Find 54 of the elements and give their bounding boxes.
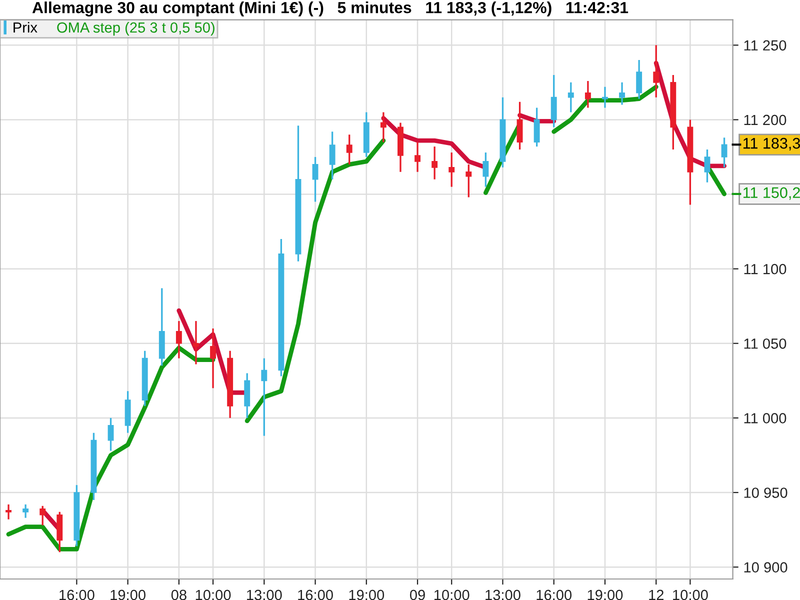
candlestick bbox=[108, 417, 114, 452]
x-tick-label: 13:00 bbox=[247, 590, 282, 600]
x-tick-label: 19:00 bbox=[349, 590, 384, 600]
x-tick-label: 09 bbox=[410, 590, 425, 600]
y-tick-label: 11 000 bbox=[744, 413, 786, 424]
candlestick bbox=[261, 357, 268, 437]
y-tick-label: 11 250 bbox=[744, 40, 786, 51]
candlestick bbox=[210, 328, 216, 389]
candlestick bbox=[550, 74, 557, 128]
candlestick bbox=[346, 134, 352, 166]
candlestick bbox=[6, 504, 12, 520]
x-tick-label: 10:00 bbox=[196, 590, 231, 600]
y-tick-label: 11 100 bbox=[744, 264, 786, 274]
x-tick-label: 19:00 bbox=[110, 590, 146, 600]
candlestick bbox=[602, 86, 608, 109]
candlestick bbox=[584, 80, 591, 109]
candlestick bbox=[482, 152, 489, 188]
legend-label: Prix bbox=[14, 22, 38, 33]
candlestick bbox=[568, 82, 574, 114]
candlestick bbox=[414, 141, 420, 173]
text: OMA step (25 3 t 0,5 50) bbox=[57, 22, 214, 36]
candlestick bbox=[193, 320, 199, 366]
candlestick bbox=[40, 505, 46, 526]
x-tick-label: 16:00 bbox=[298, 590, 333, 600]
x-tick-label: 13:00 bbox=[486, 590, 520, 600]
candlestick bbox=[312, 156, 318, 203]
chart-title: Allemagne 30 au comptant (Mini 1€) (-) 5 minutes 11 183,3 (-1,12%) 11:42:31 bbox=[32, 2, 628, 16]
candlestick bbox=[176, 320, 182, 360]
candlestick bbox=[704, 148, 710, 184]
x-tick-label: 16:00 bbox=[60, 590, 94, 600]
x-tick-label: 12 bbox=[649, 590, 664, 600]
text: 11 183,3 bbox=[743, 138, 800, 151]
x-tick-label: 10:00 bbox=[434, 590, 470, 600]
y-tick-label: 10 900 bbox=[744, 562, 788, 572]
x-tick-label: 10:00 bbox=[673, 590, 708, 600]
y-tick-label: 11 050 bbox=[744, 338, 786, 349]
candlestick bbox=[380, 111, 386, 143]
text: 11 150,2 bbox=[743, 187, 800, 200]
candlestick bbox=[619, 82, 626, 106]
candlestick bbox=[721, 136, 728, 168]
x-tick-label: 19:00 bbox=[588, 590, 623, 600]
candlestick bbox=[432, 146, 438, 180]
candlestick bbox=[466, 164, 472, 198]
y-tick-label: 10 950 bbox=[744, 488, 788, 498]
candlestick bbox=[448, 152, 455, 188]
candlestick bbox=[22, 504, 29, 519]
y-tick-label: 11 200 bbox=[744, 114, 786, 126]
candlestick bbox=[636, 59, 642, 100]
x-tick-label: 08 bbox=[171, 590, 186, 600]
candlestick bbox=[653, 44, 660, 98]
candlestick bbox=[329, 130, 336, 180]
candlestick bbox=[534, 106, 540, 148]
candlestick bbox=[516, 100, 523, 150]
x-tick-label: 16:00 bbox=[536, 590, 572, 600]
